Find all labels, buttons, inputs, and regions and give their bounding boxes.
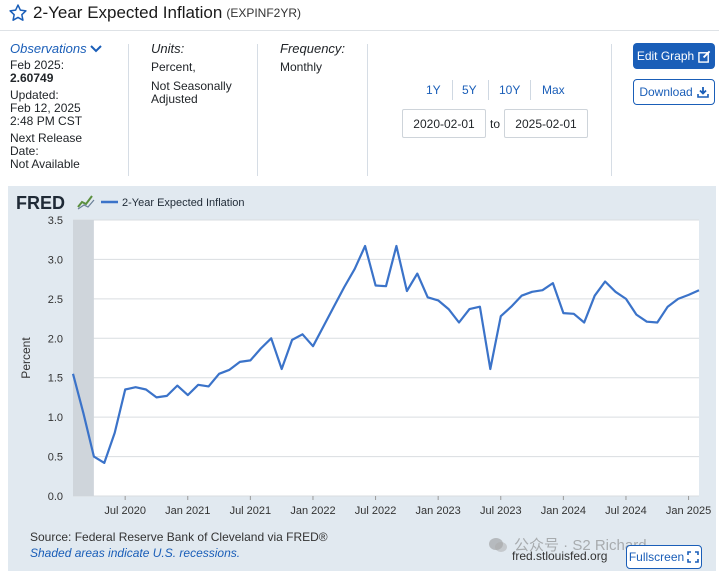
x-tick-label: Jan 2023 [416,505,461,517]
start-date-input[interactable] [402,109,486,138]
title-bar: 2-Year Expected Inflation (EXPINF2YR) [8,2,301,24]
next-release-label: Next Release [10,131,83,145]
observations-dropdown[interactable]: Observations [10,42,102,55]
x-tick-label: Jul 2022 [355,505,397,517]
star-icon[interactable] [8,3,28,23]
chevron-down-icon [89,44,102,52]
column-divider [367,44,368,176]
edit-graph-label: Edit Graph [636,49,695,63]
series-id: (EXPINF2YR) [226,6,302,20]
updated-time: 2:48 PM CST [10,114,83,128]
recession-note-link[interactable]: Shaded areas indicate U.S. recessions. [30,546,241,560]
fred-url[interactable]: fred.stlouisfed.org [512,549,608,563]
range-divider [530,80,531,100]
frequency-label: Frequency: [280,41,346,56]
legend-label: 2-Year Expected Inflation [122,197,245,209]
date-range-to-label: to [490,117,501,131]
watermark: 公众号 · S2 Richard [488,534,647,555]
column-divider [257,44,258,176]
y-tick-label: 0.0 [48,491,63,503]
y-tick-label: 1.5 [48,373,63,385]
next-release-value: Not Available [10,157,80,171]
y-axis: 0.0 0.5 1.0 1.5 2.0 2.5 3.0 3.5 [48,215,63,503]
x-tick-label: Jan 2022 [290,505,335,517]
y-tick-label: 2.0 [48,333,63,345]
y-tick-label: 3.5 [48,215,63,227]
series-line-2-year-expected-inflation [71,244,700,464]
recession-shading [73,220,94,496]
observations-label: Observations [10,41,87,56]
updated-label: Updated: [10,88,59,102]
range-1y-button[interactable]: 1Y [426,83,441,97]
y-tick-label: 3.0 [48,254,63,266]
series [71,244,700,464]
fred-logo: FRED [16,193,65,213]
wechat-icon [489,537,507,552]
units-line-2: Not Seasonally [151,79,232,93]
fred-logo-chart-icon [77,195,95,210]
plot-background [73,220,699,496]
page-title: 2-Year Expected Inflation [33,3,223,22]
title-divider [0,30,719,31]
y-tick-label: 2.5 [48,294,63,306]
end-date-input[interactable] [504,109,588,138]
y-tick-label: 0.5 [48,452,63,464]
edit-graph-button[interactable]: Edit Graph [633,43,715,69]
observations-panel: Observations Feb 2025: 2.60749 Updated: … [10,42,102,171]
x-tick-label: Jan 2024 [541,505,586,517]
download-label: Download [639,85,693,99]
updated-date: Feb 12, 2025 [10,101,81,115]
column-divider [128,44,129,176]
range-divider [452,80,453,100]
source-note: Source: Federal Reserve Bank of Clevelan… [30,530,328,544]
range-divider [488,80,489,100]
x-tick-label: Jan 2025 [666,505,711,517]
range-5y-button[interactable]: 5Y [462,83,477,97]
x-tick-label: Jul 2021 [230,505,272,517]
recession-band [73,220,94,496]
watermark-text: 公众号 · S2 Richard [514,537,647,554]
column-divider [611,44,612,176]
edit-icon [698,50,711,63]
x-tick-label: Jan 2021 [165,505,210,517]
frequency-value: Monthly [280,60,323,74]
x-axis: Jul 2020 Jan 2021 Jul 2021 Jan 2022 Jul 2022… [104,496,711,517]
download-button[interactable]: Download [633,79,715,105]
frequency-panel: Frequency: Monthly [280,42,345,74]
observation-value: 2.60749 [10,71,54,85]
observation-date: Feb 2025: [10,58,65,72]
units-line-3: Adjusted [151,92,198,106]
units-label: Units: [151,41,185,56]
fullscreen-icon [687,551,699,563]
x-tick-label: Jul 2024 [605,505,647,517]
units-line-1: Percent, [151,60,196,74]
plot-area [73,220,699,496]
fullscreen-label: Fullscreen [628,550,685,564]
gridlines [73,219,699,497]
x-tick-label: Jul 2020 [104,505,146,517]
next-release-label-2: Date: [10,144,39,158]
fullscreen-button[interactable]: Fullscreen [626,545,702,569]
download-icon [696,87,709,98]
range-max-button[interactable]: Max [542,83,565,97]
y-tick-label: 1.0 [48,412,63,424]
line-chart: 0.0 0.5 1.0 1.5 2.0 2.5 3.0 3.5 Jul 2020 Jan 202… [16,193,711,517]
x-tick-label: Jul 2023 [480,505,522,517]
range-10y-button[interactable]: 10Y [499,83,521,97]
units-panel: Units: Percent, Not Seasonally Adjusted [151,42,232,106]
y-axis-label: Percent [19,337,33,379]
